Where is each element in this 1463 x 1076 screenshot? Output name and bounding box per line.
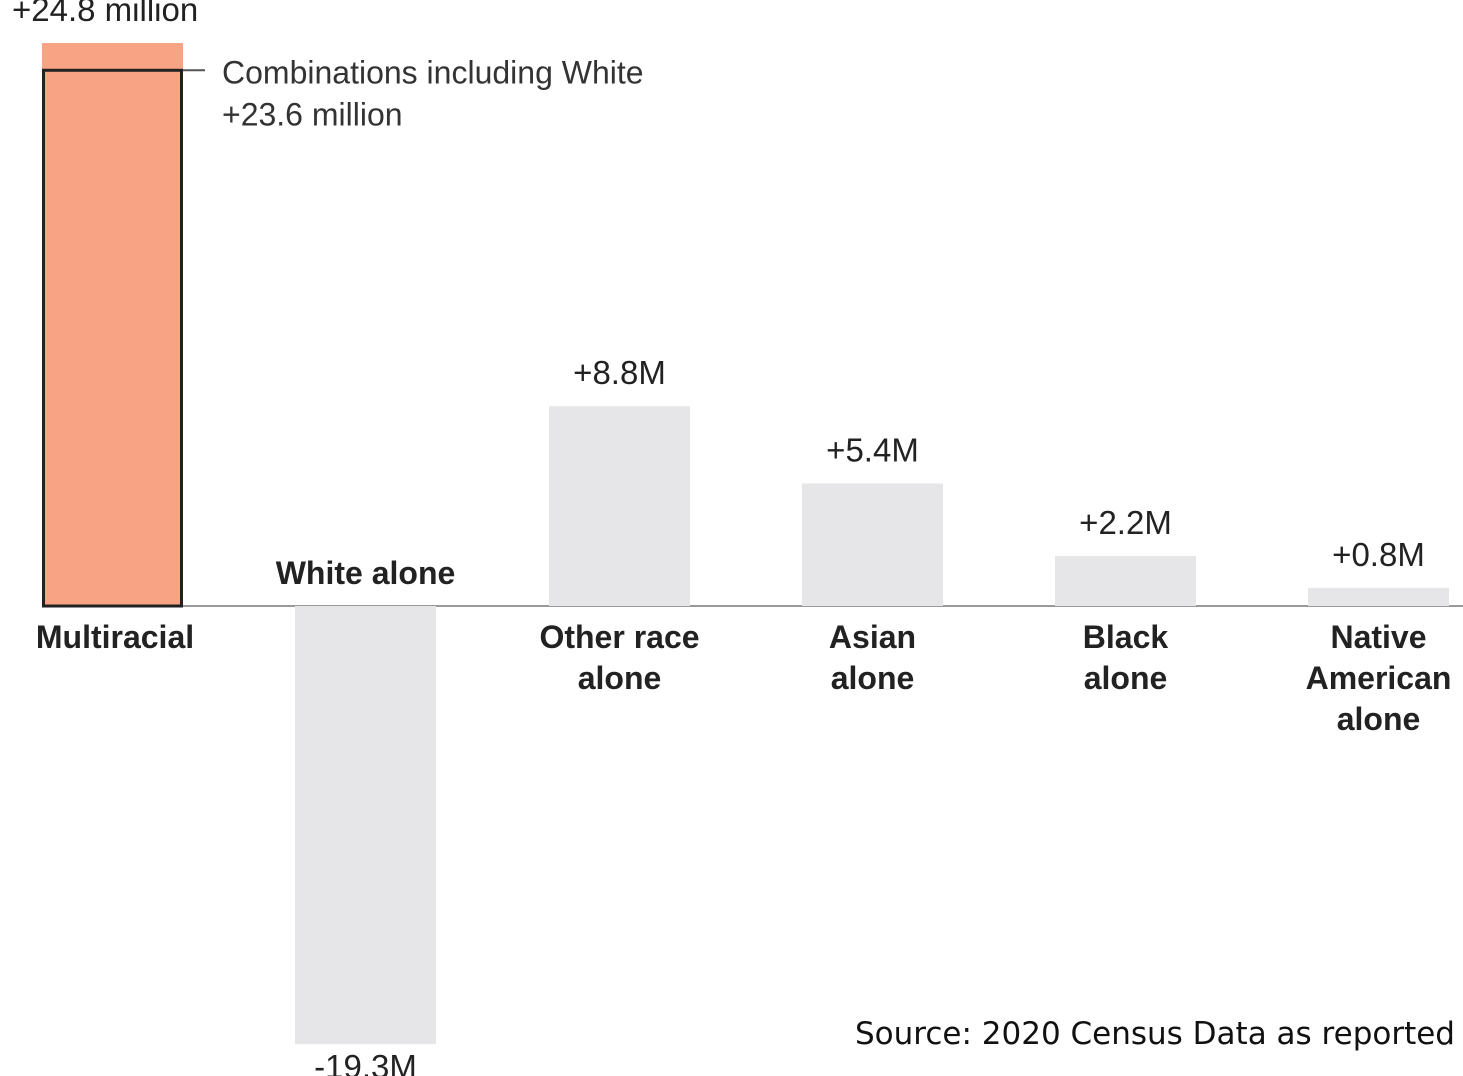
value-label-native-american-alone: +0.8M (1332, 536, 1425, 573)
annotation-label: Combinations including White (222, 54, 644, 90)
value-label-other-race-alone: +8.8M (573, 354, 666, 391)
value-label-black-alone: +2.2M (1079, 504, 1172, 541)
category-label-white-alone: White alone (276, 555, 456, 591)
bar-multiracial (42, 43, 183, 607)
source-note: Source: 2020 Census Data as reported (855, 1016, 1455, 1052)
bars-layer (42, 43, 1463, 1045)
combinations-including-white-outline (42, 68, 183, 608)
labels-layer: +24.8 million Multiracial Combinations inc… (12, 0, 1451, 1076)
category-label-asian-alone: Asian alone (829, 619, 916, 696)
category-label-black-alone: Black alone (1083, 619, 1169, 696)
bar-asian-alone (802, 483, 943, 606)
category-label-other-race-alone: Other race alone (539, 619, 699, 696)
category-label-multiracial: Multiracial (36, 619, 194, 655)
bar-white-alone (295, 606, 436, 1045)
value-label-white-alone: -19.3M (314, 1048, 417, 1076)
bar-native-american-alone (1308, 587, 1449, 606)
annotation-value: +23.6 million (222, 96, 403, 132)
bar-other-race-alone (549, 406, 690, 606)
bar-black-alone (1055, 556, 1196, 606)
value-label-asian-alone: +5.4M (826, 431, 919, 468)
category-label-native-american-alone: Native American alone (1306, 619, 1452, 737)
value-label-multiracial: +24.8 million (12, 0, 198, 28)
